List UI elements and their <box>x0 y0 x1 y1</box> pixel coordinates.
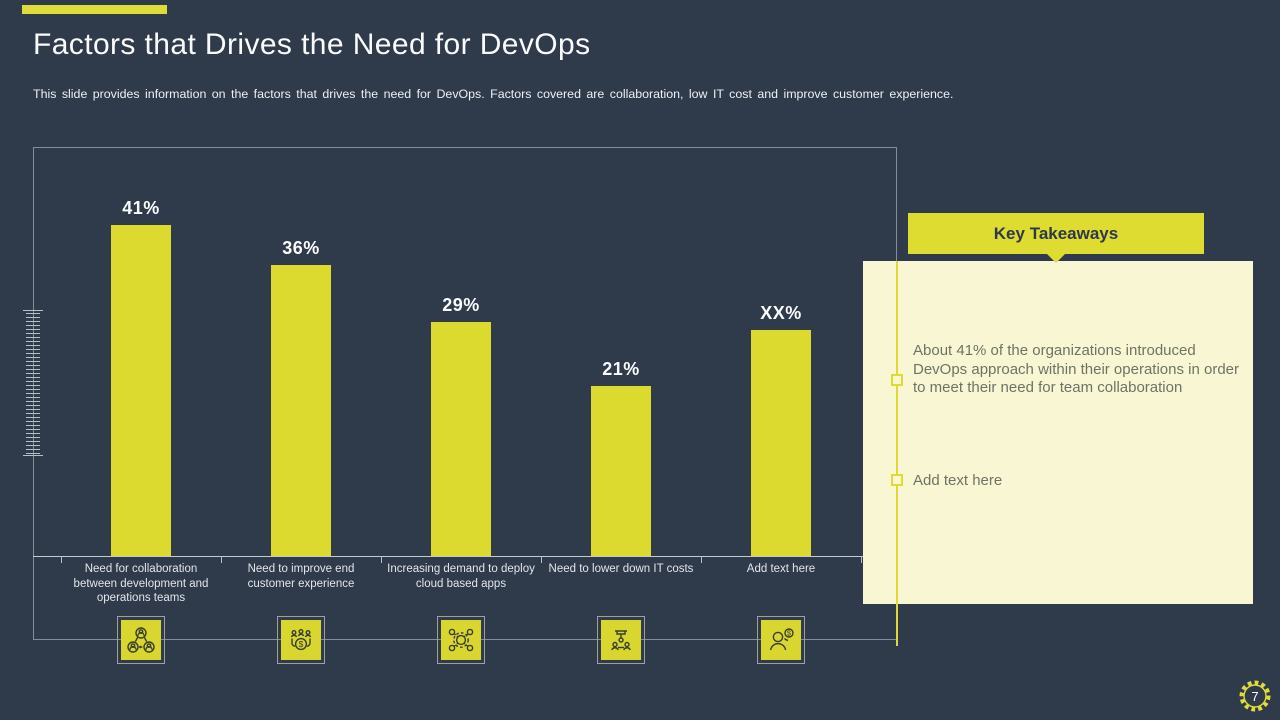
team-customer-money-icon: $ <box>281 620 321 660</box>
category-tick <box>701 556 702 563</box>
category-tick <box>61 556 62 563</box>
page-title: Factors that Drives the Need for DevOps <box>33 28 591 61</box>
bar <box>751 330 811 556</box>
icon-frame: $ <box>757 616 805 664</box>
icon-frame <box>597 616 645 664</box>
bar <box>111 225 171 556</box>
takeaways-panel <box>863 261 1253 604</box>
bar <box>271 265 331 556</box>
bar-value-label: 41% <box>122 198 160 218</box>
bar-category-label: Increasing demand to deploy cloud based … <box>387 563 535 590</box>
bar-column-5: XX% Add text here $ <box>701 147 861 664</box>
category-tick <box>221 556 222 563</box>
takeaways-connector-line <box>896 261 898 646</box>
bar-column-1: 41% Need for collaboration between devel… <box>61 147 221 664</box>
icon-frame <box>117 616 165 664</box>
bar <box>591 386 651 556</box>
bar-category-label: Add text here <box>746 563 816 575</box>
accent-bar <box>22 5 167 14</box>
gear-integration-network-icon <box>441 620 481 660</box>
bar-value-label: XX% <box>760 303 802 323</box>
bar-category-label: Need to lower down IT costs <box>548 563 694 575</box>
x-axis-baseline <box>33 556 897 557</box>
gear-icon: 7 <box>1239 680 1271 712</box>
bar-column-2: 36% Need to improve end customer experie… <box>221 147 381 664</box>
key-takeaways-pointer <box>1047 254 1065 263</box>
category-tick <box>381 556 382 563</box>
icon-frame <box>437 616 485 664</box>
bar-value-label: 29% <box>442 295 480 315</box>
bar-column-3: 29% Increasing demand to deploy cloud ba… <box>381 147 541 664</box>
bar-category-label: Need for collaboration between developme… <box>73 563 209 604</box>
svg-text:$: $ <box>787 631 791 638</box>
category-tick <box>861 556 862 563</box>
crane-lowering-costs-icon <box>601 620 641 660</box>
bar-category-label: Need to improve end customer experience <box>247 563 355 590</box>
takeaway-item: About 41% of the organizations introduce… <box>913 342 1240 396</box>
bar-column-4: 21% Need to lower down IT costs <box>541 147 701 664</box>
collaboration-network-icon <box>121 620 161 660</box>
category-tick <box>541 556 542 563</box>
bar-value-label: 21% <box>602 359 640 379</box>
takeaway-bullet <box>891 474 903 486</box>
takeaway-item: Add text here <box>913 472 1003 489</box>
bar <box>431 322 491 556</box>
bar-value-label: 36% <box>282 238 320 258</box>
svg-text:$: $ <box>299 639 304 649</box>
slide-subtitle: This slide provides information on the f… <box>33 87 954 101</box>
bar-chart: 41% Need for collaboration between devel… <box>23 147 897 664</box>
axis-ruler-decoration <box>23 310 43 456</box>
icon-frame: $ <box>277 616 325 664</box>
person-with-coin-icon: $ <box>761 620 801 660</box>
takeaway-bullet <box>891 374 903 386</box>
page-number: 7 <box>1251 689 1258 704</box>
key-takeaways-header: Key Takeaways <box>908 213 1204 254</box>
page-number-badge: 7 <box>1237 678 1273 714</box>
